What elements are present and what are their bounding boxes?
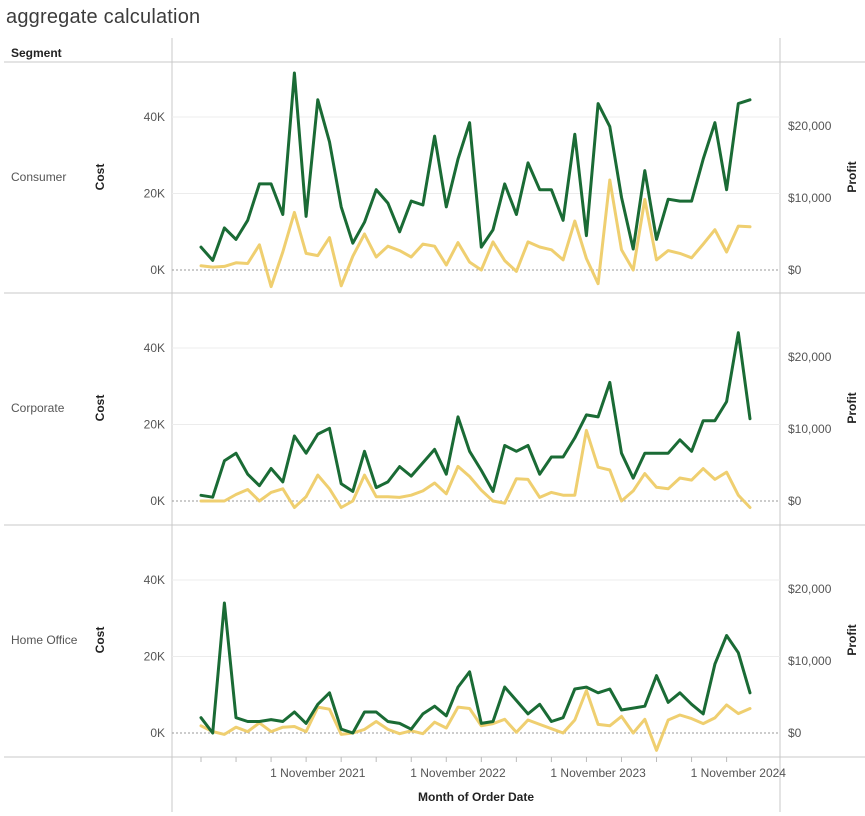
y-right-axis-title: Profit: [845, 161, 859, 192]
segment-label: Consumer: [11, 170, 66, 184]
y-left-tick-label: 0K: [150, 726, 165, 740]
y-left-tick-label: 20K: [144, 650, 165, 664]
y-right-tick-label: $20,000: [788, 119, 832, 133]
segment-label: Corporate: [11, 401, 65, 415]
segment-label: Home Office: [11, 633, 78, 647]
series-line-cost-corporate: [199, 331, 752, 499]
series-line-profit-consumer: [199, 178, 752, 289]
series-line-profit-corporate: [199, 428, 752, 509]
series-line-cost-home-office: [199, 601, 752, 735]
y-right-tick-label: $10,000: [788, 422, 832, 436]
page-title: aggregate calculation: [6, 6, 201, 28]
y-left-tick-label: 40K: [144, 573, 165, 587]
y-left-tick-label: 40K: [144, 110, 165, 124]
y-right-tick-label: $10,000: [788, 654, 832, 668]
x-tick-label: 1 November 2023: [550, 766, 646, 780]
y-left-tick-label: 0K: [150, 263, 165, 277]
x-tick-label: 1 November 2022: [410, 766, 506, 780]
y-left-tick-label: 20K: [144, 418, 165, 432]
x-axis-title: Month of Order Date: [418, 790, 534, 804]
y-right-tick-label: $0: [788, 726, 802, 740]
y-right-tick-label: $10,000: [788, 191, 832, 205]
y-left-tick-label: 0K: [150, 494, 165, 508]
series-line-cost-consumer: [199, 71, 752, 262]
y-right-tick-label: $20,000: [788, 350, 832, 364]
series-line-profit-home-office: [199, 689, 752, 752]
segment-header: Segment: [11, 46, 62, 60]
y-right-tick-label: $0: [788, 263, 802, 277]
y-left-axis-title: Cost: [93, 395, 107, 422]
y-right-axis-title: Profit: [845, 392, 859, 423]
y-right-tick-label: $20,000: [788, 582, 832, 596]
y-left-axis-title: Cost: [93, 164, 107, 191]
x-tick-label: 1 November 2024: [691, 766, 787, 780]
y-right-axis-title: Profit: [845, 624, 859, 655]
y-left-tick-label: 20K: [144, 187, 165, 201]
y-left-axis-title: Cost: [93, 627, 107, 654]
y-left-tick-label: 40K: [144, 341, 165, 355]
y-right-tick-label: $0: [788, 494, 802, 508]
x-tick-label: 1 November 2021: [270, 766, 366, 780]
